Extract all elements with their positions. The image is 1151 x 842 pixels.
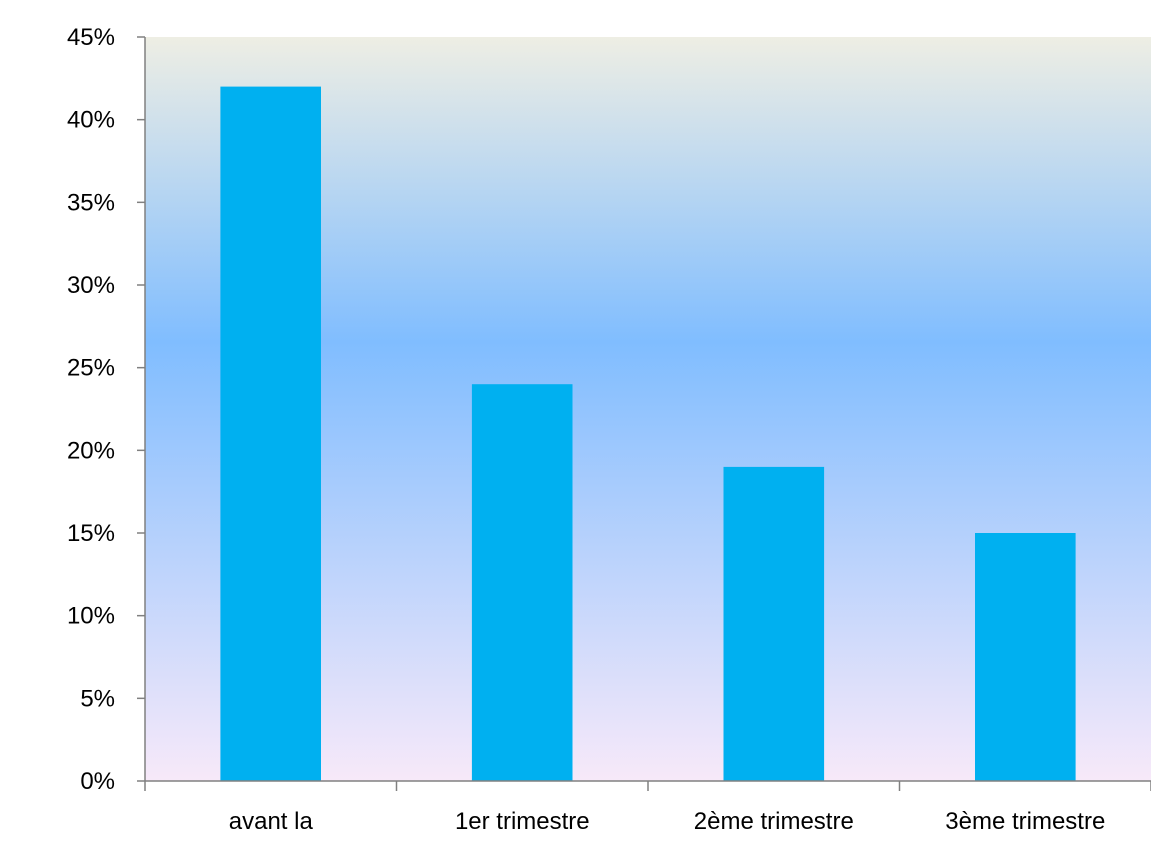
- x-axis-ticks: avant la 1er trimestre 2ème trimestre 3ème …: [144, 781, 1151, 835]
- x-category-label-2: 2ème trimestre: [694, 808, 854, 835]
- bar-3: [975, 533, 1076, 781]
- y-tick-label-2: 10%: [67, 603, 115, 630]
- x-category-label-3: 3ème trimestre: [945, 808, 1105, 835]
- bar-1: [471, 384, 573, 781]
- y-tick-label-5: 25%: [67, 355, 115, 382]
- x-category-label-0: avant la: [229, 808, 314, 835]
- y-tick-label-3: 15%: [67, 520, 115, 547]
- y-tick-label-9: 45%: [67, 24, 115, 51]
- y-tick-label-6: 30%: [67, 272, 115, 299]
- y-tick-label-1: 5%: [80, 685, 115, 712]
- y-axis-ticks: 0% 5% 10% 15% 20% 25% 30% 35% 40% 45%: [67, 24, 145, 795]
- y-tick-label-0: 0%: [80, 768, 115, 795]
- bar-0: [220, 86, 321, 782]
- bars-group: [220, 86, 1076, 782]
- y-tick-label-7: 35%: [67, 189, 115, 216]
- bar-2: [723, 466, 825, 781]
- x-category-label-1: 1er trimestre: [455, 808, 590, 835]
- y-tick-label-8: 40%: [67, 107, 115, 134]
- y-tick-label-4: 20%: [67, 437, 115, 464]
